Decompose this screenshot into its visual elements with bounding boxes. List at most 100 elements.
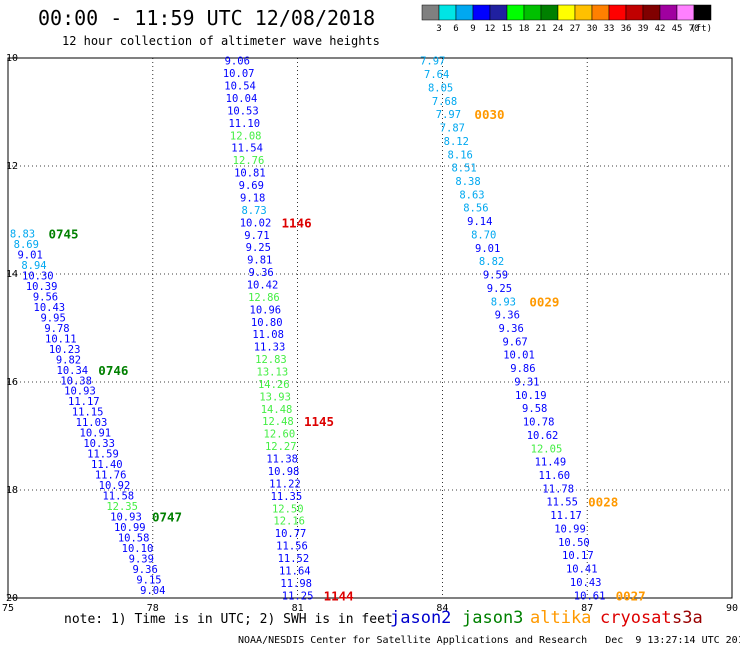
data-point-label: 9.78 [44, 323, 69, 335]
data-point-label: 11.49 [535, 457, 567, 469]
data-point-label: 10.19 [515, 390, 547, 402]
data-point-label: 11.78 [542, 483, 574, 495]
chart-subtitle: 12 hour collection of altimeter wave hei… [62, 34, 380, 48]
data-point-label: 8.82 [479, 256, 504, 268]
data-point-label: 10.11 [45, 333, 77, 345]
data-point-label: 11.55 [546, 497, 578, 509]
data-point-label: 12.08 [230, 130, 262, 142]
data-point-label: 10.10 [122, 543, 154, 555]
data-point-label: 10.93 [64, 386, 96, 398]
data-point-label: 13.13 [257, 367, 289, 379]
data-point-label: 9.01 [475, 243, 500, 255]
colorbar-label: 39 [638, 24, 649, 34]
data-point-label: 11.15 [72, 407, 104, 419]
colorbar-label: 36 [621, 24, 632, 34]
colorbar-swatch [659, 4, 678, 21]
data-point-label: 11.54 [231, 143, 263, 155]
x-tick-label: 81 [292, 603, 304, 614]
data-point-label: 10.38 [60, 375, 92, 387]
data-point-label: 11.59 [87, 449, 119, 461]
legend-jason2: jason2 [390, 608, 452, 628]
data-point-label: 9.71 [244, 230, 269, 242]
data-point-label: 13.93 [259, 391, 291, 403]
colorbar-label: 30 [587, 24, 598, 34]
data-point-label: 8.56 [463, 203, 488, 215]
data-point-label: 8.12 [444, 136, 469, 148]
time-label: 0027 [616, 588, 646, 603]
legend-altika: altika [530, 608, 592, 628]
data-point-label: 10.34 [57, 365, 89, 377]
data-point-label: 10.23 [49, 344, 81, 356]
data-point-label: 10.99 [114, 522, 146, 534]
data-point-label: 8.38 [455, 176, 480, 188]
data-point-label: 9.25 [487, 283, 512, 295]
data-point-label: 8.05 [428, 82, 453, 94]
y-tick-label: 10 [6, 53, 18, 64]
data-point-label: 9.06 [225, 56, 250, 68]
time-label: 0746 [98, 363, 128, 378]
data-point-label: 11.35 [271, 491, 303, 503]
colorbar-label: 15 [502, 24, 513, 34]
data-point-label: 7.97 [436, 109, 461, 121]
data-point-label: 12.16 [273, 516, 305, 528]
data-point-label: 10.33 [83, 438, 115, 450]
chart-note: note: 1) Time is in UTC; 2) SWH is in fe… [64, 612, 393, 627]
data-point-label: 10.30 [22, 270, 54, 282]
data-point-label: 10.39 [26, 281, 58, 293]
data-point-label: 9.18 [240, 192, 265, 204]
data-point-label: 12.05 [531, 443, 563, 455]
data-point-label: 11.64 [279, 565, 311, 577]
data-point-label: 10.43 [570, 577, 602, 589]
data-point-label: 10.54 [224, 81, 256, 93]
colorbar-label: 12 [485, 24, 496, 34]
colorbar-label: 21 [536, 24, 547, 34]
chart-title: 00:00 - 11:59 UTC 12/08/2018 [38, 6, 376, 30]
data-point-label: 9.58 [522, 403, 547, 415]
data-point-label: 9.14 [467, 216, 492, 228]
data-point-label: 12.50 [272, 503, 304, 515]
data-point-label: 10.98 [268, 466, 300, 478]
data-point-label: 8.63 [459, 189, 484, 201]
colorbar-label: 3 [436, 24, 441, 34]
colorbar-swatch [506, 4, 525, 21]
time-label: 1144 [324, 588, 354, 603]
time-label: 0029 [529, 294, 559, 309]
colorbar-swatch [642, 4, 661, 21]
data-point-label: 10.92 [99, 480, 131, 492]
legend-s3a: s3a [672, 608, 703, 628]
data-point-label: 11.03 [76, 417, 108, 429]
data-point-label: 12.48 [262, 416, 294, 428]
data-point-label: 14.48 [261, 404, 293, 416]
data-point-label: 10.96 [250, 304, 282, 316]
data-point-label: 7.97 [420, 56, 445, 68]
colorbar-swatch [489, 4, 508, 21]
data-point-label: 9.56 [33, 291, 58, 303]
data-point-label: 8.93 [491, 296, 516, 308]
data-point-label: 9.04 [140, 585, 165, 597]
data-point-label: 11.17 [550, 510, 582, 522]
data-point-label: 7.68 [432, 96, 457, 108]
y-tick-label: 14 [6, 269, 18, 280]
data-point-label: 8.70 [471, 229, 496, 241]
data-point-label: 12.60 [264, 429, 296, 441]
data-point-label: 10.07 [223, 68, 255, 80]
data-point-label: 11.22 [269, 478, 301, 490]
data-point-label: 10.61 [574, 590, 606, 602]
colorbar-label: 24 [553, 24, 564, 34]
data-point-label: 10.91 [80, 428, 112, 440]
data-point-label: 10.81 [234, 168, 266, 180]
y-tick-label: 16 [6, 377, 18, 388]
data-point-label: 10.41 [566, 564, 598, 576]
data-point-label: 11.08 [252, 329, 284, 341]
colorbar-swatch [693, 4, 712, 21]
data-point-label: 11.58 [102, 491, 134, 503]
data-point-label: 10.93 [110, 512, 142, 524]
x-tick-label: 87 [581, 603, 593, 614]
data-point-label: 12.27 [265, 441, 297, 453]
x-tick-label: 84 [436, 603, 448, 614]
data-point-label: 9.39 [129, 553, 154, 565]
data-point-label: 11.17 [68, 396, 100, 408]
data-point-label: 9.36 [495, 310, 520, 322]
chart-footer: NOAA/NESDIS Center for Satellite Applica… [238, 635, 740, 646]
